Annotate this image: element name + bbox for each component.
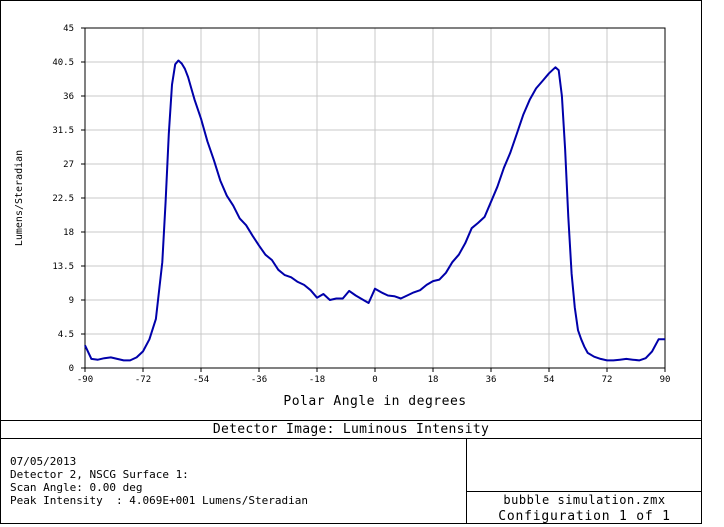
y-tick-label: 22.5 xyxy=(52,194,74,204)
filename-text: bubble simulation.zmx xyxy=(503,493,666,507)
y-tick-label: 45 xyxy=(63,24,74,34)
peak-intensity-text: Peak Intensity : 4.069E+001 Lumens/Stera… xyxy=(10,494,309,507)
x-tick-label: -72 xyxy=(135,375,151,385)
y-tick-label: 27 xyxy=(63,160,74,170)
scan-angle-text: Scan Angle: 0.00 deg xyxy=(10,481,143,494)
x-tick-label: 72 xyxy=(602,375,613,385)
y-tick-label: 36 xyxy=(63,92,74,102)
y-tick-label: 31.5 xyxy=(52,126,74,136)
x-tick-label: -36 xyxy=(251,375,267,385)
intensity-series-line xyxy=(84,59,665,362)
title-separator-top xyxy=(0,420,702,421)
y-axis-label: Lumens/Steradian xyxy=(14,150,25,246)
x-tick-label: 54 xyxy=(544,375,555,385)
x-axis-label: Polar Angle in degrees xyxy=(283,394,466,409)
filename-separator xyxy=(466,491,702,492)
plot-window-frame xyxy=(0,0,702,524)
chart-title: Detector Image: Luminous Intensity xyxy=(212,422,490,437)
detector-text: Detector 2, NSCG Surface 1: xyxy=(10,468,189,481)
configuration-text: Configuration 1 of 1 xyxy=(498,509,671,524)
x-tick-label: -90 xyxy=(77,375,93,385)
x-tick-label: 36 xyxy=(486,375,497,385)
title-separator-bottom xyxy=(0,438,702,439)
info-box-divider xyxy=(466,438,467,524)
x-tick-label: 0 xyxy=(372,375,377,385)
y-tick-label: 40.5 xyxy=(52,58,74,68)
x-tick-label: -18 xyxy=(309,375,325,385)
y-tick-label: 13.5 xyxy=(52,262,74,272)
x-tick-label: 18 xyxy=(428,375,439,385)
date-text: 07/05/2013 xyxy=(10,455,77,468)
y-tick-label: 0 xyxy=(69,364,74,374)
y-tick-label: 18 xyxy=(63,228,74,238)
x-tick-label: 90 xyxy=(660,375,671,385)
y-tick-label: 9 xyxy=(69,296,74,306)
x-tick-label: -54 xyxy=(193,375,209,385)
info-block: 07/05/2013 Detector 2, NSCG Surface 1: S… xyxy=(10,455,308,507)
y-tick-label: 4.5 xyxy=(58,330,74,340)
